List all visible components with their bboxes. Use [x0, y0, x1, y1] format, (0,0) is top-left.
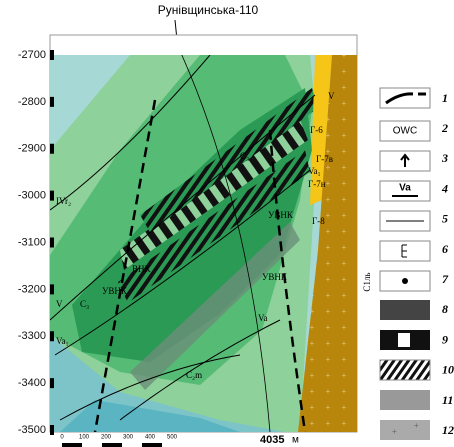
scale-label: 400	[145, 435, 156, 441]
label: V	[56, 299, 63, 309]
section-map	[50, 55, 357, 432]
depth-tick	[50, 96, 54, 107]
side-label: С1ль	[362, 272, 372, 291]
scale-label: 500	[167, 435, 178, 441]
label: УВНК	[268, 210, 294, 220]
label: Г-7н	[308, 179, 326, 189]
legend-number: 8	[442, 302, 448, 316]
length-unit: м	[292, 435, 299, 446]
scale-bar: 0 100 200 300 400 500 4035 м	[60, 434, 299, 447]
label: V	[328, 91, 335, 101]
depth-label: -3100	[18, 236, 46, 248]
depth-tick	[50, 378, 54, 389]
scale-label: 300	[123, 435, 134, 441]
legend-number: 11	[442, 393, 453, 407]
legend-number: 6	[442, 242, 448, 256]
label: Г-7в	[316, 154, 333, 164]
label: IVr₂	[56, 196, 71, 206]
depth-tick	[50, 190, 54, 201]
title: Рунівщинська-110	[158, 3, 259, 17]
section-length: 4035	[260, 434, 284, 446]
depth-tick	[50, 284, 54, 295]
label: C₃	[80, 299, 89, 309]
depth-tick	[50, 331, 54, 342]
depth-label: -2800	[18, 96, 46, 108]
label: УВНК	[262, 272, 288, 282]
label: ВНК	[132, 264, 152, 274]
depth-label: -2700	[18, 49, 46, 61]
depth-axis: -2700 -2800 -2900 -3000 -3100 -3200 -3300 -3400…	[18, 49, 54, 436]
svg-text:+: +	[414, 421, 419, 430]
depth-tick	[50, 143, 54, 154]
scale-label: 200	[101, 435, 112, 441]
legend-number: 4	[441, 181, 448, 195]
depth-label: -3500	[18, 424, 46, 436]
legend-owc: OWC	[393, 126, 417, 137]
depth-label: -3000	[18, 190, 46, 202]
depth-label: -3400	[18, 377, 46, 389]
legend-va: Va	[399, 183, 411, 194]
label: Va₁	[308, 166, 321, 176]
legend-number: 2	[441, 121, 448, 135]
depth-tick	[50, 425, 54, 435]
label: УВНК	[102, 286, 128, 296]
legend-number: 7	[442, 272, 449, 286]
legend-number: 1	[442, 91, 448, 105]
depth-label: -2900	[18, 143, 46, 155]
svg-text:+: +	[392, 427, 397, 436]
legend-number: 9	[442, 332, 448, 346]
legend-number: 3	[441, 151, 448, 165]
scale-label: 0	[60, 435, 64, 441]
depth-tick	[50, 50, 54, 60]
label: Г-6	[310, 125, 323, 135]
scale-label: 100	[79, 435, 90, 441]
legend-number: 10	[442, 363, 454, 377]
label: C₃	[240, 151, 249, 161]
annotations: V Г-6 Г-7в Va₁ Г-7н C₃ Г-8 УВНК IVr₂ ВНК…	[56, 91, 372, 380]
legend-number: 5	[442, 212, 448, 226]
label: C₂m	[186, 370, 202, 380]
label: Г-8	[312, 216, 325, 226]
legend-number: 12	[442, 423, 454, 437]
depth-label: -3200	[18, 283, 46, 295]
label: Va₁	[56, 336, 69, 346]
depth-tick	[50, 237, 54, 248]
label: Va	[258, 313, 268, 323]
depth-label: -3300	[18, 330, 46, 342]
